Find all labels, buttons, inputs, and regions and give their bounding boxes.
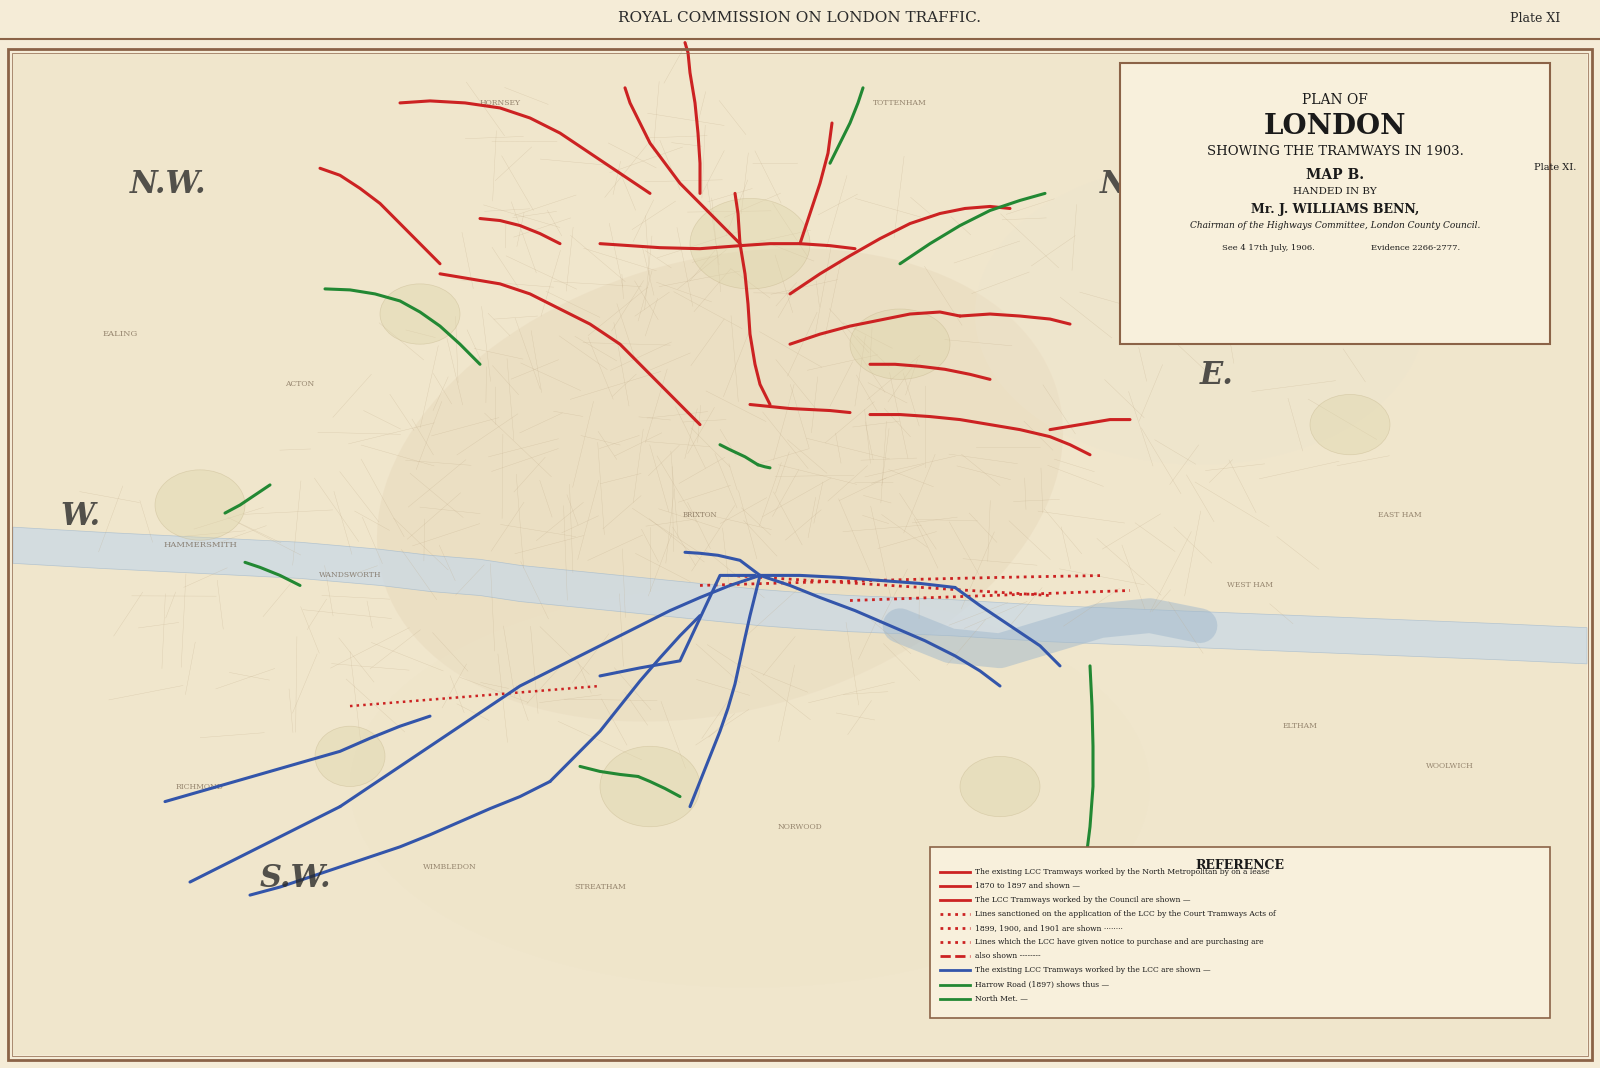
Text: EALING: EALING	[102, 330, 138, 339]
Text: The LCC Tramways worked by the Council are shown —: The LCC Tramways worked by the Council a…	[974, 896, 1190, 905]
Ellipse shape	[850, 309, 950, 379]
Text: SHOWING THE TRAMWAYS IN 1903.: SHOWING THE TRAMWAYS IN 1903.	[1206, 145, 1464, 158]
Text: REFERENCE: REFERENCE	[1195, 859, 1285, 871]
Text: also shown --------: also shown --------	[974, 953, 1040, 960]
Text: HANDED IN BY: HANDED IN BY	[1293, 187, 1378, 197]
Text: TOTTENHAM: TOTTENHAM	[874, 99, 926, 107]
Text: ROYAL COMMISSION ON LONDON TRAFFIC.: ROYAL COMMISSION ON LONDON TRAFFIC.	[619, 12, 981, 26]
Ellipse shape	[1310, 394, 1390, 455]
Polygon shape	[13, 528, 1587, 664]
Text: HORNSEY: HORNSEY	[480, 99, 520, 107]
Text: Evidence 2266-2777.: Evidence 2266-2777.	[1371, 244, 1459, 252]
Ellipse shape	[350, 585, 1150, 988]
Text: WIMBLEDON: WIMBLEDON	[422, 863, 477, 870]
Text: N.W.: N.W.	[130, 170, 206, 201]
Text: NORWOOD: NORWOOD	[778, 822, 822, 831]
Text: LONDON: LONDON	[1264, 113, 1406, 140]
Text: N.E.: N.E.	[1101, 170, 1170, 201]
Text: The existing LCC Tramways worked by the North Metropolitan by on a lease: The existing LCC Tramways worked by the …	[974, 868, 1270, 876]
Ellipse shape	[960, 756, 1040, 817]
Text: Harrow Road (1897) shows thus —: Harrow Road (1897) shows thus —	[974, 980, 1109, 989]
Text: WANDSWORTH: WANDSWORTH	[318, 571, 381, 580]
Ellipse shape	[974, 163, 1426, 465]
Text: WOOLWICH: WOOLWICH	[1426, 763, 1474, 770]
Text: Lines sanctioned on the application of the LCC by the Court Tramways Acts of: Lines sanctioned on the application of t…	[974, 910, 1275, 918]
Text: North Met. —: North Met. —	[974, 994, 1027, 1003]
Text: BRIXTON: BRIXTON	[683, 512, 717, 519]
Text: HAMMERSMITH: HAMMERSMITH	[163, 541, 237, 549]
Text: PLAN OF: PLAN OF	[1302, 93, 1368, 107]
Ellipse shape	[378, 248, 1062, 722]
FancyBboxPatch shape	[930, 847, 1550, 1018]
Text: Mr. J. WILLIAMS BENN,: Mr. J. WILLIAMS BENN,	[1251, 203, 1419, 217]
Text: Plate XI.: Plate XI.	[1534, 163, 1576, 172]
Text: WALTHAMSTOW: WALTHAMSTOW	[1317, 300, 1384, 308]
Ellipse shape	[155, 470, 245, 540]
Text: RICHMOND: RICHMOND	[176, 783, 224, 790]
Text: WEST HAM: WEST HAM	[1227, 581, 1274, 590]
Ellipse shape	[600, 747, 701, 827]
FancyBboxPatch shape	[1120, 63, 1550, 344]
Text: STREATHAM: STREATHAM	[574, 883, 626, 891]
Text: E.: E.	[1200, 360, 1234, 391]
Text: S.W.: S.W.	[259, 863, 331, 894]
Text: The existing LCC Tramways worked by the LCC are shown —: The existing LCC Tramways worked by the …	[974, 967, 1211, 974]
Text: S.E.: S.E.	[990, 943, 1056, 974]
Text: MAP B.: MAP B.	[1306, 169, 1365, 183]
Text: 1899, 1900, and 1901 are shown ········: 1899, 1900, and 1901 are shown ········	[974, 924, 1123, 932]
Text: ACTON: ACTON	[285, 380, 315, 389]
Text: EAST HAM: EAST HAM	[1378, 512, 1422, 519]
Text: See 4 17th July, 1906.: See 4 17th July, 1906.	[1222, 244, 1315, 252]
Ellipse shape	[315, 726, 386, 786]
Ellipse shape	[381, 284, 461, 344]
Text: Lines which the LCC have given notice to purchase and are purchasing are: Lines which the LCC have given notice to…	[974, 939, 1264, 946]
Text: 1870 to 1897 and shown —: 1870 to 1897 and shown —	[974, 882, 1080, 890]
Text: ELTHAM: ELTHAM	[1283, 722, 1317, 731]
Text: Plate XI: Plate XI	[1510, 12, 1560, 25]
Ellipse shape	[690, 199, 810, 288]
Text: Chairman of the Highways Committee, London County Council.: Chairman of the Highways Committee, Lond…	[1190, 220, 1480, 230]
Text: W.: W.	[61, 501, 101, 532]
